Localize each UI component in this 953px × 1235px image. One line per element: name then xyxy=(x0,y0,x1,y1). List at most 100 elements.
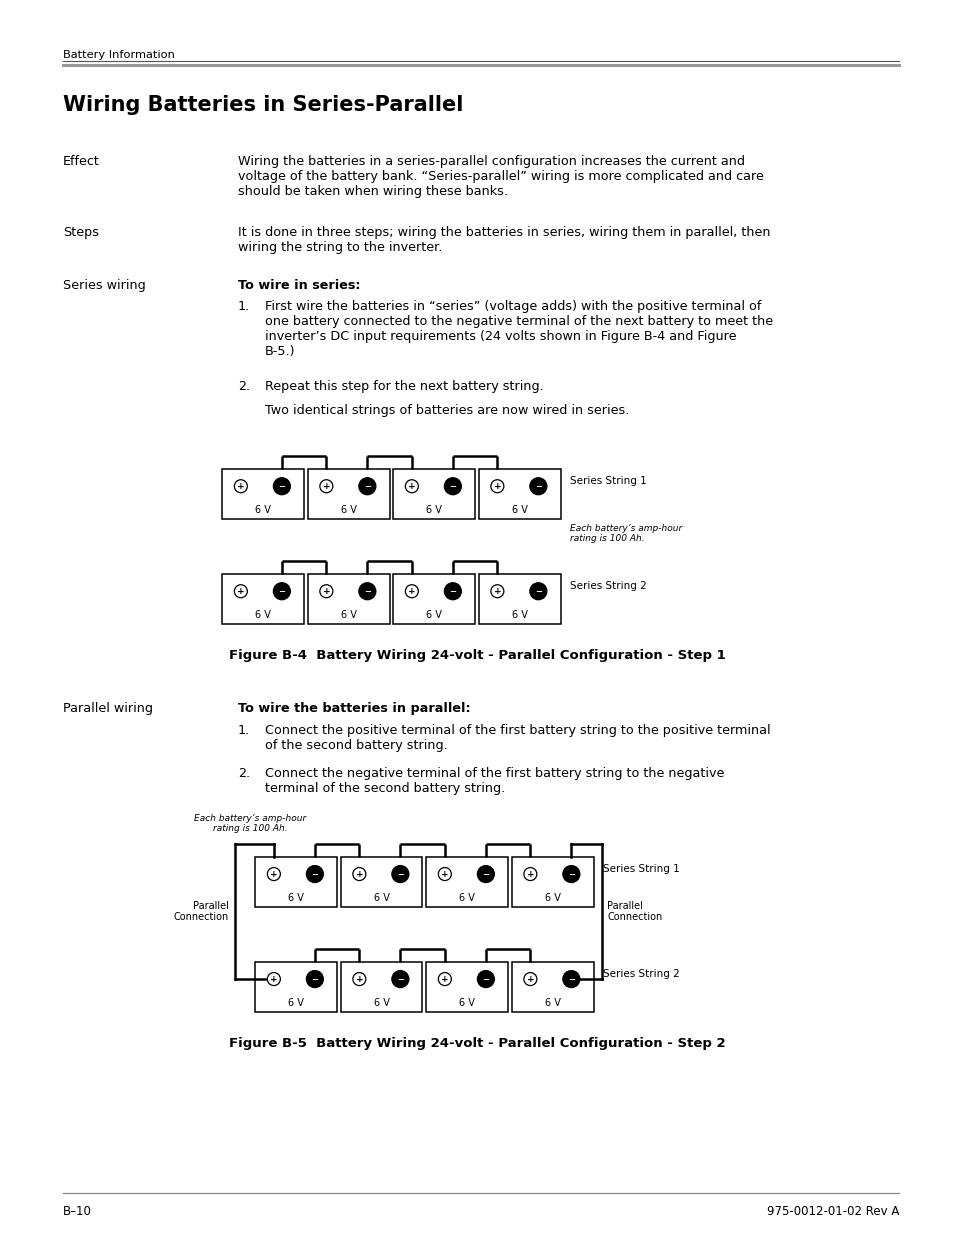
Text: Series String 1: Series String 1 xyxy=(603,864,679,874)
Circle shape xyxy=(476,971,494,988)
Circle shape xyxy=(491,584,503,598)
Text: −: − xyxy=(311,974,318,983)
FancyBboxPatch shape xyxy=(254,962,336,1011)
Text: To wire in series:: To wire in series: xyxy=(237,279,360,291)
Circle shape xyxy=(562,866,579,883)
Text: 6 V: 6 V xyxy=(458,998,475,1008)
Text: 6 V: 6 V xyxy=(544,893,559,903)
Text: Repeat this step for the next battery string.: Repeat this step for the next battery st… xyxy=(265,380,543,393)
Text: Series String 1: Series String 1 xyxy=(570,477,646,487)
Text: +: + xyxy=(526,974,534,983)
Text: +: + xyxy=(493,482,500,490)
FancyBboxPatch shape xyxy=(393,469,475,519)
Circle shape xyxy=(306,971,323,988)
Circle shape xyxy=(267,867,280,881)
Circle shape xyxy=(392,866,409,883)
Text: Series String 2: Series String 2 xyxy=(603,969,679,979)
Text: +: + xyxy=(355,869,363,878)
FancyBboxPatch shape xyxy=(511,962,593,1011)
Text: +: + xyxy=(270,974,277,983)
Circle shape xyxy=(529,583,546,600)
Text: 6 V: 6 V xyxy=(374,998,389,1008)
Text: It is done in three steps; wiring the batteries in series, wiring them in parall: It is done in three steps; wiring the ba… xyxy=(237,226,770,254)
Circle shape xyxy=(491,479,503,493)
FancyBboxPatch shape xyxy=(478,469,560,519)
Text: 6 V: 6 V xyxy=(288,998,304,1008)
Circle shape xyxy=(306,866,323,883)
Text: Each battery’s amp-hour
rating is 100 Ah.: Each battery’s amp-hour rating is 100 Ah… xyxy=(193,814,306,832)
Text: 6 V: 6 V xyxy=(458,893,475,903)
FancyBboxPatch shape xyxy=(222,574,304,624)
Circle shape xyxy=(405,584,418,598)
Circle shape xyxy=(529,478,546,495)
Text: 975-0012-01-02 Rev A: 975-0012-01-02 Rev A xyxy=(766,1205,898,1218)
Circle shape xyxy=(437,973,451,986)
Circle shape xyxy=(523,867,537,881)
Text: 6 V: 6 V xyxy=(426,610,441,620)
Text: Connect the positive terminal of the first battery string to the positive termin: Connect the positive terminal of the fir… xyxy=(265,724,770,752)
Text: −: − xyxy=(396,974,403,983)
Text: Wiring Batteries in Series-Parallel: Wiring Batteries in Series-Parallel xyxy=(63,95,463,115)
Text: −: − xyxy=(567,974,575,983)
FancyBboxPatch shape xyxy=(307,469,389,519)
Circle shape xyxy=(358,583,375,600)
Text: Battery Information: Battery Information xyxy=(63,49,174,61)
Text: −: − xyxy=(311,869,318,878)
Circle shape xyxy=(234,584,247,598)
Text: 6 V: 6 V xyxy=(254,610,271,620)
Text: 1.: 1. xyxy=(237,724,250,737)
Text: 6 V: 6 V xyxy=(374,893,389,903)
Text: +: + xyxy=(322,482,330,490)
Text: 2.: 2. xyxy=(237,767,250,779)
Text: Series String 2: Series String 2 xyxy=(570,582,646,592)
Text: −: − xyxy=(449,587,456,595)
Text: B–10: B–10 xyxy=(63,1205,91,1218)
Circle shape xyxy=(358,478,375,495)
Circle shape xyxy=(274,478,290,495)
Circle shape xyxy=(562,971,579,988)
Text: −: − xyxy=(567,869,575,878)
Circle shape xyxy=(405,479,418,493)
Text: Steps: Steps xyxy=(63,226,99,240)
Circle shape xyxy=(444,583,461,600)
Text: −: − xyxy=(278,587,285,595)
Text: +: + xyxy=(236,482,244,490)
Text: −: − xyxy=(535,482,541,490)
FancyBboxPatch shape xyxy=(340,962,422,1011)
Text: Each battery’s amp-hour
rating is 100 Ah.: Each battery’s amp-hour rating is 100 Ah… xyxy=(570,524,682,543)
FancyBboxPatch shape xyxy=(511,857,593,906)
Text: 6 V: 6 V xyxy=(340,610,356,620)
Text: 6 V: 6 V xyxy=(288,893,304,903)
FancyBboxPatch shape xyxy=(340,857,422,906)
Circle shape xyxy=(267,973,280,986)
Text: Figure B-5  Battery Wiring 24-volt - Parallel Configuration - Step 2: Figure B-5 Battery Wiring 24-volt - Para… xyxy=(229,1036,724,1050)
Circle shape xyxy=(319,584,333,598)
Text: Parallel wiring: Parallel wiring xyxy=(63,703,152,715)
Text: 2.: 2. xyxy=(237,380,250,393)
Circle shape xyxy=(437,867,451,881)
Circle shape xyxy=(353,867,366,881)
Text: 6 V: 6 V xyxy=(544,998,559,1008)
Text: +: + xyxy=(270,869,277,878)
Text: −: − xyxy=(535,587,541,595)
Text: To wire the batteries in parallel:: To wire the batteries in parallel: xyxy=(237,703,470,715)
Text: Wiring the batteries in a series-parallel configuration increases the current an: Wiring the batteries in a series-paralle… xyxy=(237,156,763,198)
Text: 6 V: 6 V xyxy=(340,505,356,515)
Text: Two identical strings of batteries are now wired in series.: Two identical strings of batteries are n… xyxy=(265,404,629,417)
Circle shape xyxy=(392,971,409,988)
Text: 6 V: 6 V xyxy=(511,505,527,515)
Text: +: + xyxy=(322,587,330,595)
Circle shape xyxy=(353,973,366,986)
Text: 1.: 1. xyxy=(237,300,250,314)
FancyBboxPatch shape xyxy=(426,857,507,906)
FancyBboxPatch shape xyxy=(254,857,336,906)
Text: Series wiring: Series wiring xyxy=(63,279,146,291)
Text: +: + xyxy=(408,587,416,595)
Circle shape xyxy=(523,973,537,986)
Text: Connect the negative terminal of the first battery string to the negative
termin: Connect the negative terminal of the fir… xyxy=(265,767,723,794)
FancyBboxPatch shape xyxy=(426,962,507,1011)
Text: +: + xyxy=(236,587,244,595)
Text: −: − xyxy=(278,482,285,490)
Text: Parallel
Connection: Parallel Connection xyxy=(173,900,229,923)
Circle shape xyxy=(319,479,333,493)
